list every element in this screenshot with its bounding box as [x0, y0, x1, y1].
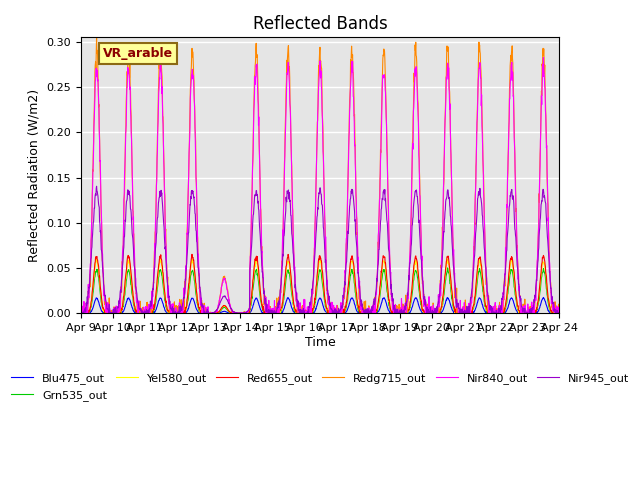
Grn535_out [556, 311, 563, 316]
Nir945_out [457, 309, 465, 314]
Redg715_out [556, 311, 563, 316]
Red655_out [188, 252, 196, 257]
Line: Redg715_out: Redg715_out [81, 36, 559, 313]
Nir840_out [172, 308, 180, 314]
Red655_out [456, 309, 464, 315]
Red655_out [556, 310, 563, 315]
Red655_out [499, 308, 506, 314]
Nir840_out [237, 310, 245, 315]
Nir945_out [172, 311, 180, 316]
Red655_out [77, 311, 84, 316]
Nir945_out [556, 311, 563, 316]
Blu475_out [394, 311, 402, 316]
Line: Red655_out: Red655_out [81, 254, 559, 313]
Nir945_out [77, 311, 84, 316]
Blu475_out [540, 295, 547, 300]
Blu475_out [77, 311, 84, 316]
Nir945_out [499, 295, 507, 300]
Blu475_out [184, 308, 191, 313]
Grn535_out [184, 300, 191, 306]
Y-axis label: Reflected Radiation (W/m2): Reflected Radiation (W/m2) [28, 89, 40, 262]
Grn535_out [499, 311, 507, 316]
Line: Nir945_out: Nir945_out [81, 186, 559, 313]
Line: Nir840_out: Nir840_out [81, 55, 559, 313]
Blu475_out [172, 311, 180, 316]
Redg715_out [237, 310, 245, 316]
Legend: Blu475_out, Grn535_out, Yel580_out, Red655_out, Redg715_out, Nir840_out, Nir945_: Blu475_out, Grn535_out, Yel580_out, Red6… [6, 369, 634, 405]
Redg715_out [499, 309, 507, 314]
Nir945_out [184, 243, 191, 249]
Blu475_out [456, 311, 464, 316]
Nir945_out [237, 311, 245, 316]
Grn535_out [444, 265, 451, 271]
Yel580_out [556, 311, 563, 316]
Blu475_out [77, 311, 84, 316]
Nir840_out [157, 52, 164, 58]
Yel580_out [499, 310, 506, 315]
Yel580_out [237, 311, 244, 316]
Blu475_out [499, 310, 506, 316]
Redg715_out [77, 311, 85, 316]
Nir840_out [556, 311, 563, 316]
Nir945_out [93, 183, 100, 189]
Red655_out [237, 311, 244, 316]
Redg715_out [172, 302, 180, 308]
Nir840_out [184, 210, 191, 216]
Grn535_out [394, 311, 402, 316]
Grn535_out [457, 310, 465, 315]
X-axis label: Time: Time [305, 336, 335, 349]
Title: Reflected Bands: Reflected Bands [253, 15, 387, 33]
Red655_out [172, 311, 179, 316]
Text: VR_arable: VR_arable [103, 47, 173, 60]
Yel580_out [172, 311, 179, 316]
Line: Yel580_out: Yel580_out [81, 259, 559, 313]
Yel580_out [394, 311, 401, 316]
Redg715_out [184, 205, 191, 211]
Line: Grn535_out: Grn535_out [81, 268, 559, 313]
Nir840_out [77, 310, 84, 316]
Yel580_out [443, 256, 451, 262]
Grn535_out [78, 311, 86, 316]
Yel580_out [183, 299, 191, 305]
Grn535_out [172, 311, 180, 316]
Nir840_out [78, 311, 86, 316]
Nir945_out [77, 307, 84, 312]
Redg715_out [394, 308, 402, 314]
Blu475_out [237, 311, 244, 316]
Yel580_out [77, 311, 84, 316]
Red655_out [183, 297, 191, 303]
Redg715_out [457, 311, 465, 316]
Blu475_out [556, 311, 563, 316]
Nir840_out [499, 300, 507, 306]
Nir840_out [394, 311, 402, 316]
Redg715_out [93, 34, 100, 39]
Nir840_out [457, 311, 465, 316]
Nir945_out [394, 311, 402, 316]
Line: Blu475_out: Blu475_out [81, 298, 559, 313]
Grn535_out [237, 311, 244, 316]
Red655_out [394, 311, 402, 316]
Yel580_out [456, 311, 464, 316]
Grn535_out [77, 310, 84, 316]
Redg715_out [77, 311, 84, 316]
